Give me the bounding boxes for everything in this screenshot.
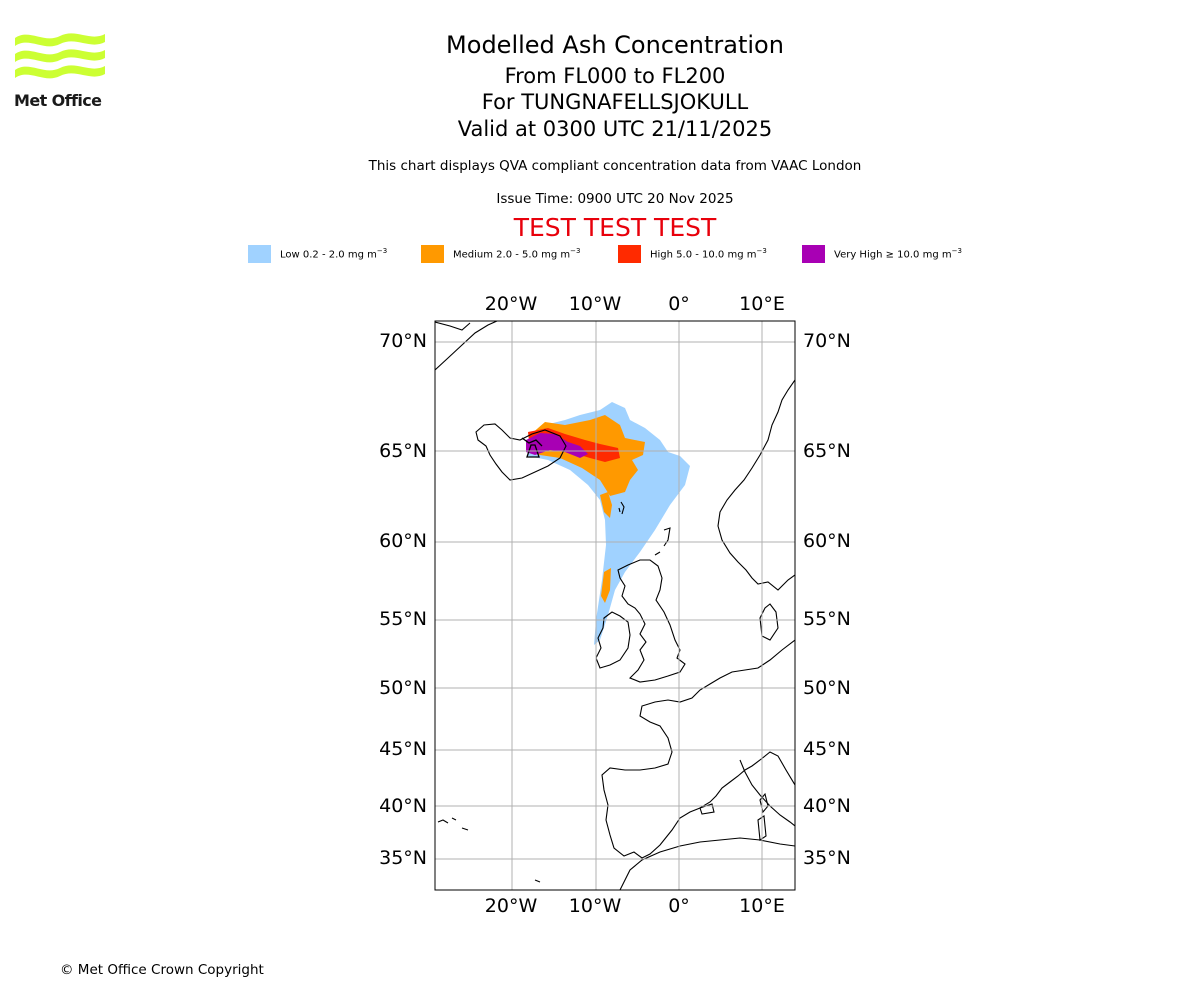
- legend-item-high: High 5.0 - 10.0 mg m−3: [618, 244, 767, 264]
- coastlines: [435, 321, 795, 890]
- met-office-waves-icon: [15, 33, 105, 79]
- coast-greenland: [435, 321, 498, 371]
- coast-iceland: [475, 423, 567, 481]
- lat-label-right: 35°N: [803, 847, 851, 869]
- coast-great-britain: [617, 559, 686, 683]
- volcano-marker-icon: [521, 437, 543, 458]
- lon-label-bottom: 10°E: [739, 895, 785, 917]
- coast-denmark: [759, 603, 779, 641]
- map-frame: [434, 320, 796, 891]
- chart-title: Modelled Ash Concentration: [446, 31, 784, 59]
- lat-label-left: 40°N: [379, 795, 427, 817]
- coast-ireland: [595, 611, 631, 669]
- lon-label-top: 20°W: [485, 293, 538, 315]
- lat-label-right: 70°N: [803, 330, 851, 352]
- gridlines: [435, 321, 795, 890]
- ash-very-high-region: [526, 433, 588, 458]
- lat-label-left: 60°N: [379, 530, 427, 552]
- lon-label-top: 10°E: [739, 293, 785, 315]
- volcano-name: For TUNGNAFELLSJOKULL: [481, 90, 749, 114]
- lon-label-top: 10°W: [569, 293, 622, 315]
- legend-item-medium: Medium 2.0 - 5.0 mg m−3: [421, 244, 580, 264]
- coast-scandinavia: [717, 379, 795, 591]
- lat-label-left: 35°N: [379, 847, 427, 869]
- met-office-logo: Met Office: [14, 30, 106, 112]
- copyright-notice: © Met Office Crown Copyright: [60, 962, 264, 978]
- issue-time: Issue Time: 0900 UTC 20 Nov 2025: [496, 191, 734, 207]
- legend-swatch-very-high: [802, 245, 825, 263]
- legend-swatch-low: [248, 245, 271, 263]
- lat-label-left: 55°N: [379, 608, 427, 630]
- lat-label-left: 65°N: [379, 440, 427, 462]
- legend-item-low: Low 0.2 - 2.0 mg m−3: [248, 244, 387, 264]
- lon-label-top: 0°: [668, 293, 690, 315]
- ash-low-region: [528, 402, 690, 645]
- chart-description: This chart displays QVA compliant concen…: [368, 158, 862, 174]
- lon-label-bottom: 20°W: [485, 895, 538, 917]
- lat-label-right: 60°N: [803, 530, 851, 552]
- legend-label-low: Low 0.2 - 2.0 mg m: [280, 249, 377, 261]
- lon-label-bottom: 0°: [668, 895, 690, 917]
- lat-label-right: 55°N: [803, 608, 851, 630]
- ash-medium-patch-1: [600, 492, 612, 518]
- lat-label-right: 45°N: [803, 738, 851, 760]
- ash-medium-patch-2: [601, 568, 611, 603]
- coast-italy: [739, 759, 795, 827]
- legend-label-very-high: Very High ≥ 10.0 mg m: [834, 249, 952, 261]
- lat-label-right: 65°N: [803, 440, 851, 462]
- lat-label-right: 40°N: [803, 795, 851, 817]
- valid-time: Valid at 0300 UTC 21/11/2025: [457, 117, 773, 141]
- lat-label-left: 45°N: [379, 738, 427, 760]
- lat-label-left: 50°N: [379, 677, 427, 699]
- legend-label-high: High 5.0 - 10.0 mg m: [650, 249, 757, 261]
- lat-label-right: 50°N: [803, 677, 851, 699]
- legend-label-medium: Medium 2.0 - 5.0 mg m: [453, 249, 571, 261]
- legend-swatch-high: [618, 245, 641, 263]
- coast-north-africa: [619, 837, 795, 890]
- lon-label-bottom: 10°W: [569, 895, 622, 917]
- flight-levels: From FL000 to FL200: [504, 64, 726, 88]
- lat-label-left: 70°N: [379, 330, 427, 352]
- legend: Low 0.2 - 2.0 mg m−3 Medium 2.0 - 5.0 mg…: [0, 244, 1200, 264]
- test-banner: TEST TEST TEST: [513, 213, 717, 242]
- logo-text: Met Office: [14, 91, 102, 110]
- legend-item-very-high: Very High ≥ 10.0 mg m−3: [802, 244, 962, 264]
- coast-continental-europe: [601, 639, 795, 859]
- legend-swatch-medium: [421, 245, 444, 263]
